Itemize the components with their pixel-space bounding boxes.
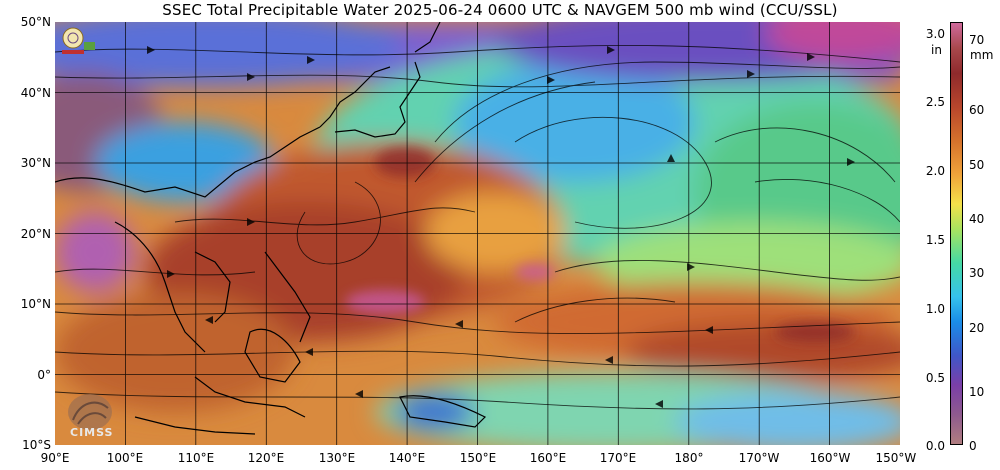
lon-label: 150°E: [459, 451, 497, 465]
lon-label: 140°E: [388, 451, 426, 465]
lon-label: 150°W: [875, 451, 917, 465]
lon-label: 160°W: [809, 451, 851, 465]
colorbar-mm-tick: 60: [969, 103, 985, 117]
colorbar-mm-tick: 30: [969, 266, 985, 280]
colorbar-mm-tick: 0: [969, 439, 977, 453]
lat-label: 40°N: [20, 86, 51, 100]
lon-label: 170°W: [738, 451, 780, 465]
ssec-logo: [60, 26, 96, 56]
colorbar-in-tick: 3.0: [925, 27, 945, 41]
cimss-logo-text: CIMSS: [70, 426, 114, 439]
colorbar-in-tick: 2.0: [925, 164, 945, 178]
colorbar-in-tick: 2.5: [925, 95, 945, 109]
lat-label: 10°S: [22, 438, 51, 452]
lon-label: 90°E: [40, 451, 70, 465]
colorbar-mm-tick: 70: [969, 33, 985, 47]
lon-label: 110°E: [177, 451, 215, 465]
colorbar-mm-tick: 10: [969, 385, 985, 399]
lon-label: 120°E: [247, 451, 285, 465]
map-title: SSEC Total Precipitable Water 2025-06-24…: [162, 1, 838, 19]
colorbar-mm-tick: 20: [969, 321, 985, 335]
lon-label: 170°E: [599, 451, 637, 465]
colorbar-in-tick: 1.5: [925, 233, 945, 247]
lat-label: 20°N: [20, 227, 51, 241]
colorbar-in-tick: 0.0: [925, 439, 945, 453]
colorbar-in-tick: 0.5: [925, 371, 945, 385]
lon-label: 100°E: [106, 451, 144, 465]
colorbar: [950, 22, 963, 445]
tpw-map: [55, 22, 900, 445]
cimss-logo: CIMSS: [58, 390, 128, 440]
lat-label: 10°N: [20, 297, 51, 311]
lat-label: 0°: [37, 368, 51, 382]
colorbar-mm-tick: 50: [969, 158, 985, 172]
lon-label: 180°: [674, 451, 704, 465]
tpw-field: [55, 22, 900, 445]
lon-label: 160°E: [529, 451, 567, 465]
colorbar-unit-in: in: [931, 43, 942, 57]
lon-label: 130°E: [318, 451, 356, 465]
colorbar-in-tick: 1.0: [925, 302, 945, 316]
lat-label: 30°N: [20, 156, 51, 170]
colorbar-mm-tick: 40: [969, 212, 985, 226]
lat-label: 50°N: [20, 15, 51, 29]
colorbar-unit-mm: mm: [970, 48, 994, 62]
